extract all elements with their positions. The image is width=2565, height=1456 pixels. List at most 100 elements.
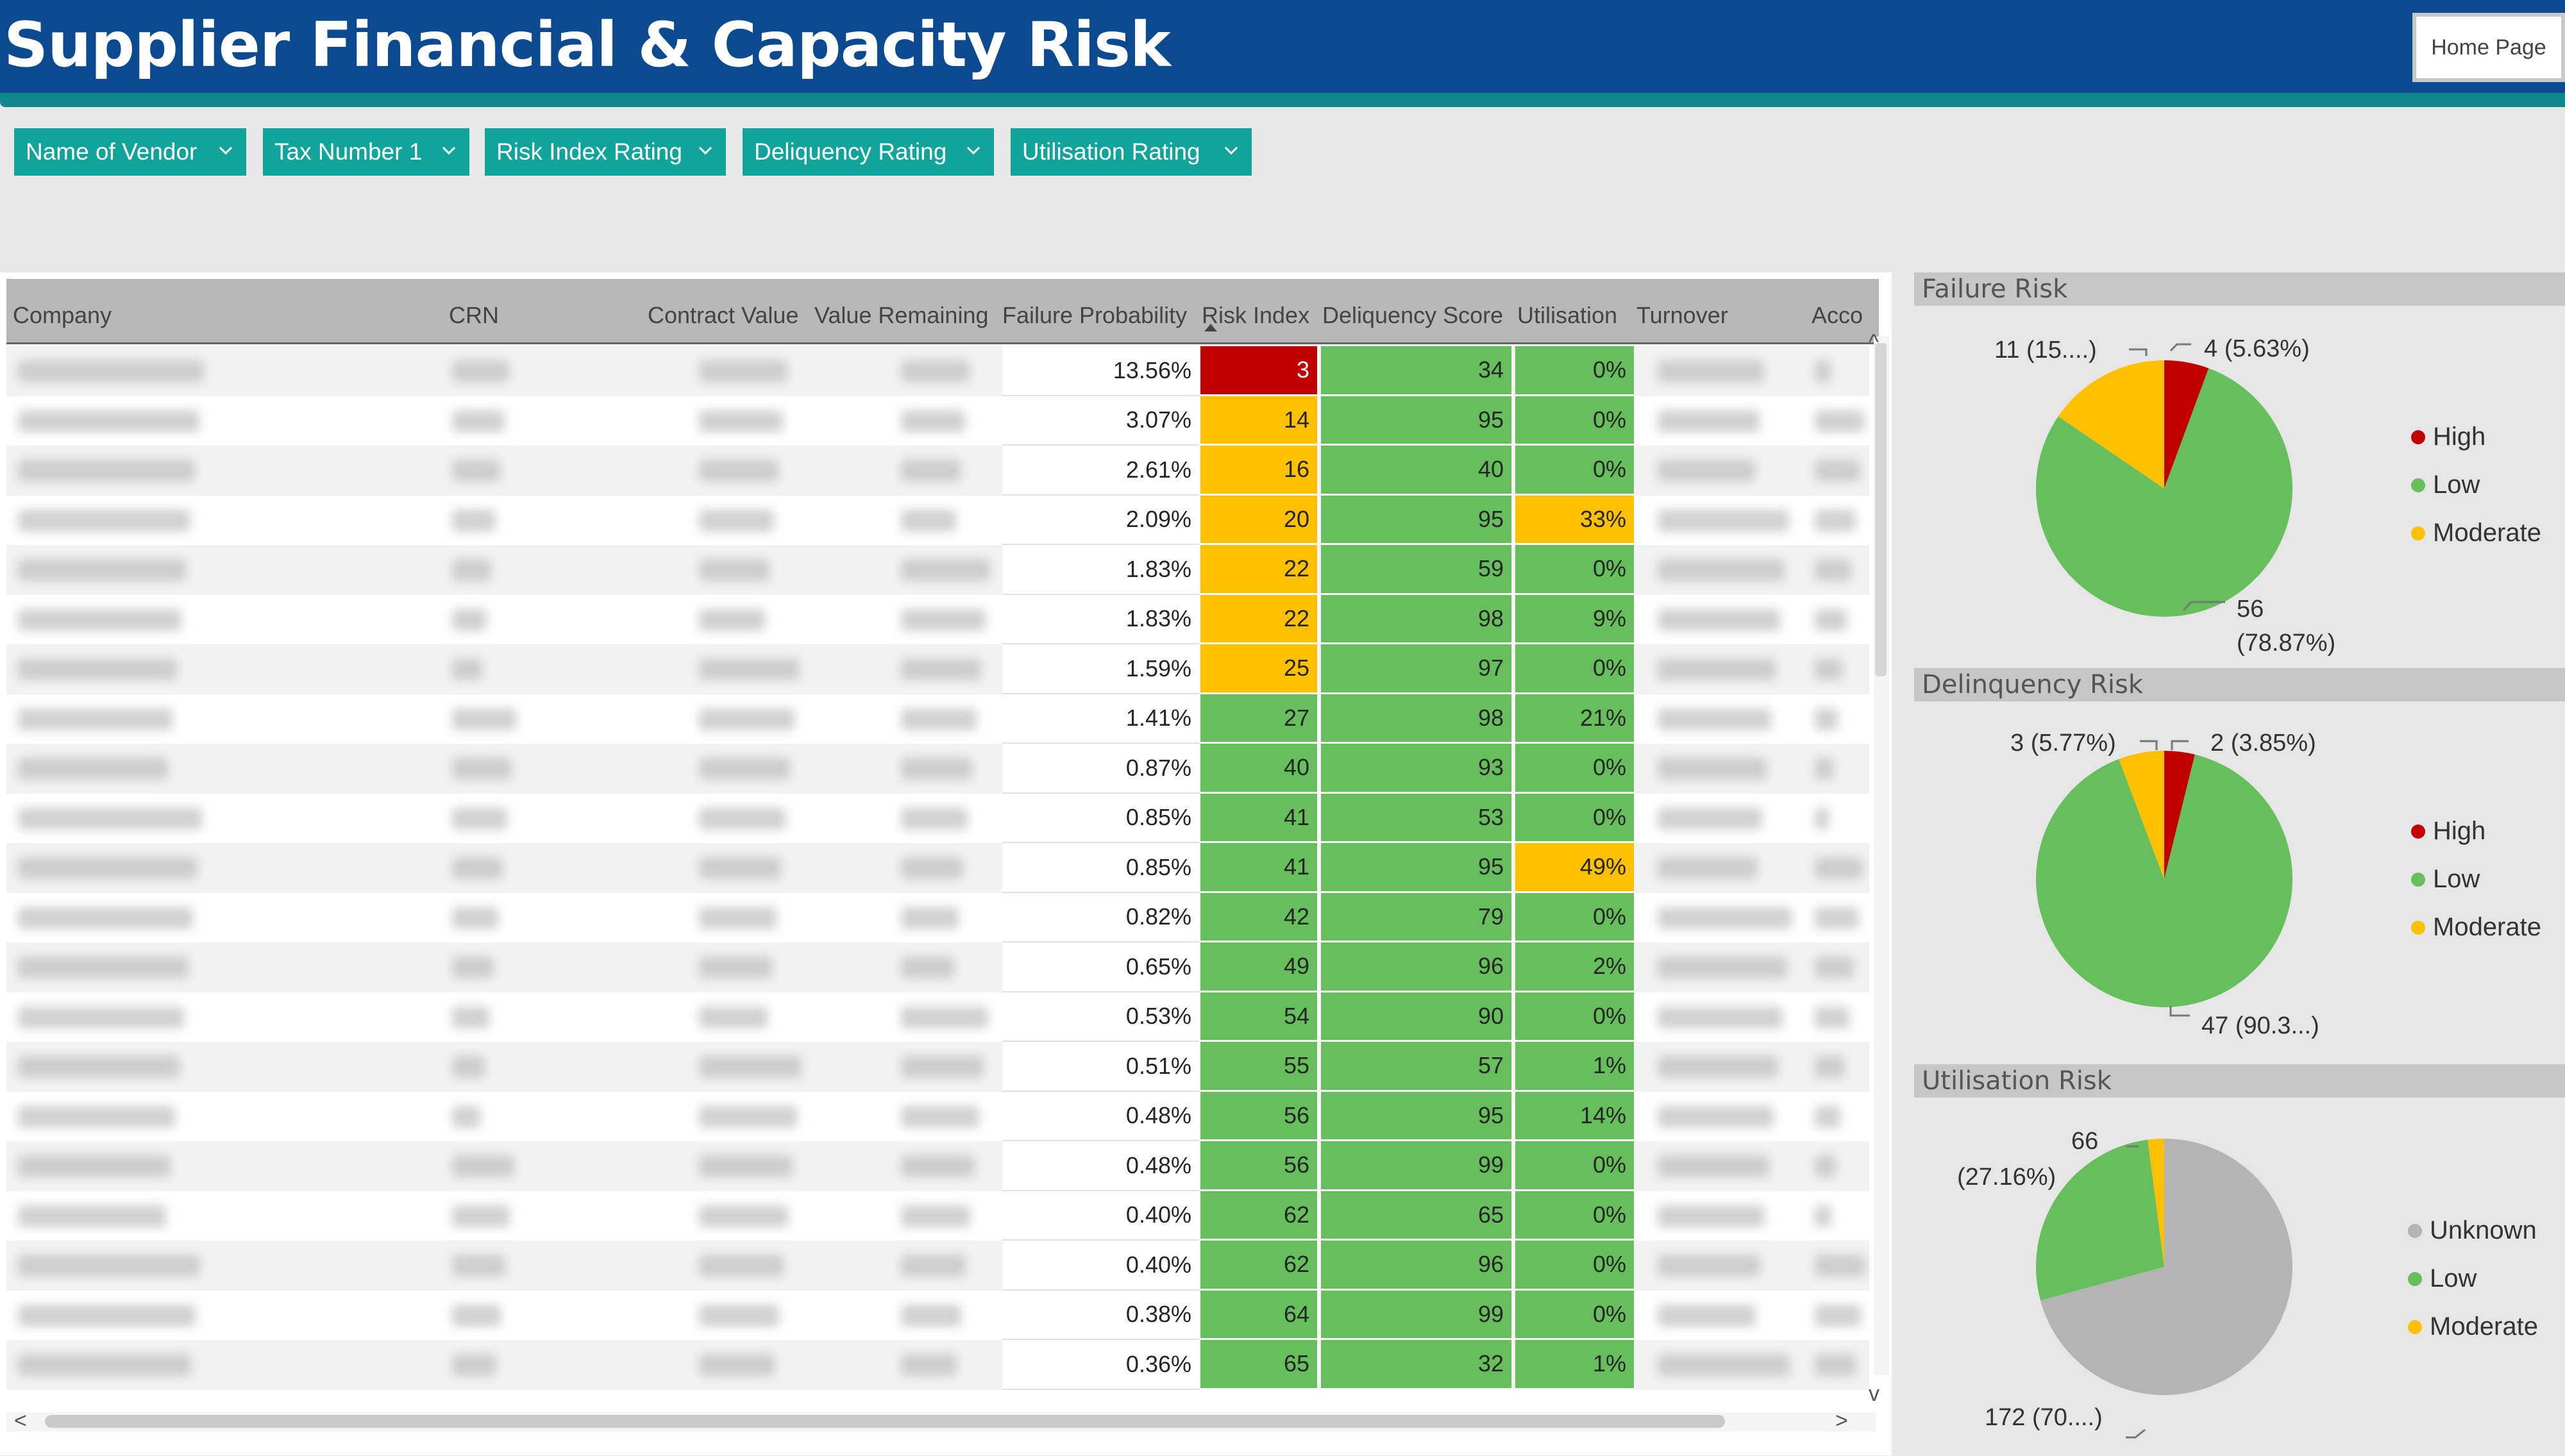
- pie-label-high: 4 (5.63%): [2204, 335, 2310, 362]
- column-header-contract-value[interactable]: Contract Value: [648, 302, 799, 328]
- redacted-cell: [1658, 410, 1760, 432]
- filter-deliquency-rating[interactable]: Deliquency Rating: [743, 128, 994, 176]
- failure-risk-pie[interactable]: [1914, 306, 2565, 673]
- pie-slice-low[interactable]: [2036, 368, 2292, 617]
- legend-low[interactable]: Low: [2411, 865, 2480, 894]
- failure-probability-cell: 0.53%: [1002, 992, 1199, 1042]
- table-row[interactable]: 2.61% 16 40 0%: [6, 446, 1869, 496]
- filter-tax-number-1[interactable]: Tax Number 1: [263, 128, 469, 176]
- legend-dot-icon: [2411, 478, 2425, 492]
- legend-high[interactable]: High: [2411, 423, 2485, 451]
- delinquency-risk-pie[interactable]: [1914, 701, 2565, 1064]
- header-accent-stripe: [0, 93, 2565, 107]
- legend-dot-icon: [2411, 872, 2425, 887]
- table-row[interactable]: 2.09% 20 95 33%: [6, 495, 1869, 545]
- redacted-cell: [452, 957, 494, 978]
- redacted-cell: [1658, 807, 1762, 830]
- redacted-cell: [18, 1354, 191, 1376]
- filter-utilisation-rating[interactable]: Utilisation Rating: [1011, 128, 1252, 176]
- table-row[interactable]: 13.56% 3 34 0%: [6, 346, 1869, 396]
- table-row[interactable]: 3.07% 14 95 0%: [6, 396, 1869, 446]
- column-header-value-remaining[interactable]: Value Remaining: [814, 302, 989, 328]
- pie-slice-low[interactable]: [2036, 754, 2292, 1007]
- filter-risk-index-rating[interactable]: Risk Index Rating: [485, 128, 726, 176]
- utilisation-cell: 1%: [1515, 1042, 1634, 1092]
- sort-ascending-icon: [1204, 324, 1217, 331]
- table-row[interactable]: 0.85% 41 53 0%: [6, 793, 1869, 843]
- pie-slice-low[interactable]: [2036, 1139, 2164, 1301]
- utilisation-cell: 0%: [1515, 793, 1634, 843]
- filter-name-of-vendor[interactable]: Name of Vendor: [14, 128, 246, 176]
- filter-label: Risk Index Rating: [496, 138, 682, 165]
- redacted-cell: [1815, 1006, 1849, 1028]
- risk-index-cell: 64: [1200, 1290, 1319, 1340]
- pie-label-low: 56: [2237, 596, 2264, 623]
- table-row[interactable]: 0.53% 54 90 0%: [6, 992, 1869, 1042]
- legend-low[interactable]: Low: [2408, 1264, 2477, 1293]
- column-header-crn[interactable]: CRN: [449, 302, 499, 328]
- legend-low[interactable]: Low: [2411, 471, 2480, 499]
- scroll-down-icon[interactable]: v: [1869, 1382, 1880, 1406]
- redacted-cell: [452, 807, 507, 830]
- table-row[interactable]: 0.40% 62 96 0%: [6, 1241, 1869, 1291]
- scroll-left-icon[interactable]: <: [14, 1409, 27, 1433]
- legend-dot-icon: [2411, 824, 2425, 839]
- pie-slice-unknown[interactable]: [2040, 1139, 2292, 1395]
- redacted-cell: [452, 410, 505, 432]
- pie-slice-moderate[interactable]: [2119, 751, 2164, 879]
- table-row[interactable]: 0.82% 42 79 0%: [6, 892, 1869, 942]
- pie-slice-moderate[interactable]: [2148, 1139, 2164, 1267]
- horizontal-scrollbar-thumb[interactable]: [45, 1415, 1725, 1428]
- legend-moderate[interactable]: Moderate: [2408, 1312, 2538, 1341]
- table-row[interactable]: 0.36% 65 32 1%: [6, 1340, 1869, 1390]
- header-bar: Supplier Financial & Capacity Risk: [0, 0, 2565, 96]
- redacted-cell: [1815, 857, 1863, 879]
- table-row[interactable]: 1.59% 25 97 0%: [6, 644, 1869, 694]
- table-row[interactable]: 1.41% 27 98 21%: [6, 694, 1869, 744]
- chevron-down-icon: [966, 146, 980, 155]
- table-row[interactable]: 0.85% 41 95 49%: [6, 843, 1869, 893]
- redacted-cell: [452, 1006, 489, 1028]
- risk-index-cell: 55: [1200, 1042, 1319, 1092]
- risk-index-cell: 25: [1200, 644, 1319, 694]
- pie-slice-moderate[interactable]: [2058, 360, 2164, 489]
- column-header-deliquency-score[interactable]: Deliquency Score: [1322, 302, 1504, 328]
- table-row[interactable]: 0.38% 64 99 0%: [6, 1290, 1869, 1340]
- redacted-cell: [901, 1255, 966, 1276]
- table-row[interactable]: 0.87% 40 93 0%: [6, 744, 1869, 794]
- leader-line: [2171, 740, 2189, 750]
- vertical-scrollbar-thumb[interactable]: [1875, 343, 1887, 676]
- redacted-cell: [1658, 1006, 1783, 1028]
- column-header-acco[interactable]: Acco: [1812, 302, 1863, 328]
- legend-high[interactable]: High: [2411, 817, 2485, 846]
- deliquency-score-cell: 98: [1321, 594, 1513, 644]
- column-header-utilisation[interactable]: Utilisation: [1517, 302, 1618, 328]
- scroll-right-icon[interactable]: >: [1835, 1409, 1848, 1433]
- legend-moderate[interactable]: Moderate: [2411, 519, 2541, 548]
- table-row[interactable]: 0.48% 56 95 14%: [6, 1091, 1869, 1141]
- pie-slice-high[interactable]: [2164, 360, 2209, 489]
- legend-unknown[interactable]: Unknown: [2408, 1216, 2537, 1245]
- column-header-failure-probability[interactable]: Failure Probability: [1002, 302, 1188, 328]
- risk-index-cell: 3: [1200, 346, 1319, 396]
- redacted-cell: [901, 1304, 961, 1326]
- pie-slice-high[interactable]: [2164, 751, 2195, 879]
- table-row[interactable]: 0.48% 56 99 0%: [6, 1141, 1869, 1191]
- legend-moderate[interactable]: Moderate: [2411, 913, 2541, 942]
- deliquency-score-cell: 79: [1321, 892, 1513, 942]
- table-row[interactable]: 1.83% 22 59 0%: [6, 545, 1869, 595]
- scroll-up-icon[interactable]: ^: [1869, 330, 1879, 355]
- column-header-company[interactable]: Company: [13, 302, 112, 328]
- home-page-button[interactable]: Home Page: [2412, 13, 2565, 82]
- table-row[interactable]: 0.40% 62 65 0%: [6, 1191, 1869, 1241]
- failure-probability-cell: 0.38%: [1002, 1290, 1199, 1340]
- deliquency-score-cell: 95: [1321, 1091, 1513, 1141]
- column-header-risk-index[interactable]: Risk Index: [1202, 302, 1310, 328]
- redacted-cell: [901, 907, 959, 929]
- column-header-turnover[interactable]: Turnover: [1636, 302, 1728, 328]
- table-row[interactable]: 1.83% 22 98 9%: [6, 594, 1869, 644]
- filter-label: Deliquency Rating: [754, 138, 947, 165]
- utilisation-risk-pie[interactable]: [1914, 1098, 2565, 1456]
- table-row[interactable]: 0.51% 55 57 1%: [6, 1042, 1869, 1092]
- table-row[interactable]: 0.65% 49 96 2%: [6, 942, 1869, 992]
